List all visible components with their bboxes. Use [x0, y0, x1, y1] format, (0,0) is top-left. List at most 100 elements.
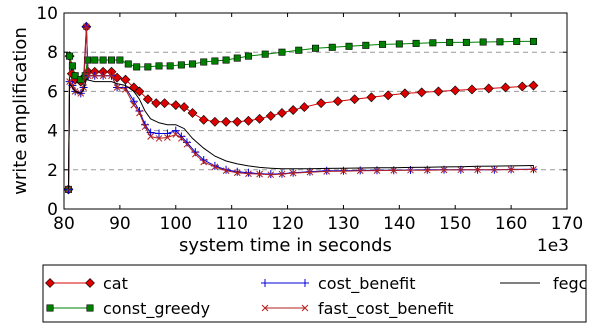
data-point-fast-cost-benefit — [306, 168, 314, 176]
data-point-cost-benefit — [129, 97, 138, 106]
x-tick-label: 80 — [53, 214, 75, 234]
data-point-const-greedy — [345, 42, 353, 50]
x-tick-label: 120 — [271, 214, 303, 234]
data-point-fast-cost-benefit — [183, 140, 191, 148]
data-point-const-greedy — [211, 57, 219, 65]
data-point-const-greedy — [244, 52, 252, 60]
data-point-cost-benefit — [163, 129, 172, 138]
y-axis-label: write amplification — [10, 27, 31, 195]
data-point-fast-cost-benefit — [136, 109, 143, 117]
data-point-fast-cost-benefit — [66, 78, 73, 85]
grid-lines — [64, 51, 567, 171]
data-point-cat — [288, 105, 299, 115]
data-point-const-greedy — [261, 50, 269, 58]
data-point-cat — [198, 114, 209, 125]
data-point-cat — [399, 88, 410, 99]
y-tick-label: 8 — [47, 43, 58, 63]
data-point-fast-cost-benefit — [141, 123, 149, 131]
data-point-fast-cost-benefit — [373, 167, 381, 174]
data-point-cost-benefit — [155, 129, 164, 138]
x-tick-label: 160 — [495, 214, 527, 234]
data-point-fast-cost-benefit — [356, 167, 364, 175]
data-point-fast-cost-benefit — [530, 166, 537, 173]
axis-ticks: 80 90 100 110 120 130 140 150 160 170 0 2 4 6 8 10 — [36, 4, 583, 234]
legend-marker — [86, 304, 94, 312]
series-fegc — [68, 79, 534, 190]
data-point-const-greedy — [166, 62, 174, 70]
data-point-fast-cost-benefit — [91, 72, 99, 80]
data-point-const-greedy — [513, 37, 521, 45]
data-point-cat — [243, 115, 254, 126]
data-point-fast-cost-benefit — [178, 135, 185, 142]
data-point-cat — [332, 96, 343, 107]
data-point-cat — [265, 110, 276, 121]
data-point-cat — [416, 87, 427, 98]
legend-label: cost_benefit — [318, 274, 416, 294]
data-point-fast-cost-benefit — [172, 131, 180, 138]
data-point-cat — [528, 80, 539, 91]
legend-marker — [301, 279, 309, 287]
data-point-const-greedy — [99, 56, 107, 64]
data-point-cat — [142, 94, 153, 105]
data-point-cat — [316, 98, 327, 109]
data-point-fast-cost-benefit — [65, 186, 72, 193]
legend-label: fegc — [553, 274, 587, 293]
legend-entry-fegc: fegc — [500, 274, 587, 293]
data-point-const-greedy — [91, 56, 99, 64]
data-point-cat — [383, 90, 394, 101]
data-point-fast-cost-benefit — [267, 171, 275, 179]
data-point-fast-cost-benefit — [147, 133, 154, 140]
legend-marker — [261, 304, 269, 312]
data-point-const-greedy — [529, 37, 537, 45]
data-point-const-greedy — [328, 43, 336, 51]
data-point-cat — [209, 116, 220, 127]
legend-marker — [261, 279, 269, 287]
data-point-const-greedy — [222, 56, 230, 64]
x-tick-label: 150 — [439, 214, 471, 234]
data-point-fast-cost-benefit — [233, 169, 241, 177]
data-point-cat — [151, 98, 162, 109]
legend-marker — [46, 304, 54, 312]
data-point-const-greedy — [116, 56, 124, 64]
data-point-const-greedy — [233, 54, 241, 62]
data-point-cat — [517, 81, 528, 92]
y-tick-label: 6 — [47, 82, 58, 102]
data-point-cat — [187, 108, 198, 118]
data-point-fast-cost-benefit — [407, 166, 414, 174]
data-point-cat — [170, 100, 181, 111]
x-tick-label: 90 — [109, 214, 131, 234]
data-point-fast-cost-benefit — [507, 166, 515, 173]
x-axis-label: system time in seconds — [179, 235, 392, 256]
data-point-const-greedy — [462, 38, 470, 46]
data-point-cat — [159, 98, 170, 109]
x-tick-label: 170 — [551, 214, 583, 234]
data-point-const-greedy — [144, 63, 152, 71]
legend-label: fast_cost_benefit — [318, 299, 454, 319]
data-point-fast-cost-benefit — [278, 170, 286, 178]
x-axis-multiplier: 1e3 — [537, 236, 569, 256]
data-point-fast-cost-benefit — [323, 168, 331, 175]
data-point-cat — [433, 86, 444, 97]
legend-marker — [45, 278, 55, 288]
data-point-const-greedy — [66, 52, 74, 60]
data-point-const-greedy — [412, 39, 420, 47]
y-tick-label: 0 — [47, 200, 58, 220]
data-point-const-greedy — [155, 62, 163, 70]
data-point-cat — [500, 82, 511, 93]
legend-entry-cat: cat — [45, 274, 128, 293]
legend-frame — [42, 264, 587, 323]
y-tick-label: 10 — [36, 4, 58, 24]
data-point-const-greedy — [395, 40, 403, 48]
data-point-const-greedy — [189, 60, 197, 68]
y-tick-label: 2 — [47, 161, 58, 181]
data-point-fast-cost-benefit — [200, 158, 208, 166]
data-point-const-greedy — [362, 41, 370, 49]
data-point-const-greedy — [379, 40, 387, 48]
data-point-cat — [299, 102, 310, 113]
data-point-fast-cost-benefit — [390, 167, 398, 174]
data-point-fast-cost-benefit — [130, 101, 138, 109]
data-point-const-greedy — [429, 39, 437, 47]
data-point-const-greedy — [446, 38, 454, 46]
series-layer — [63, 21, 539, 195]
y-tick-label: 4 — [47, 122, 58, 142]
